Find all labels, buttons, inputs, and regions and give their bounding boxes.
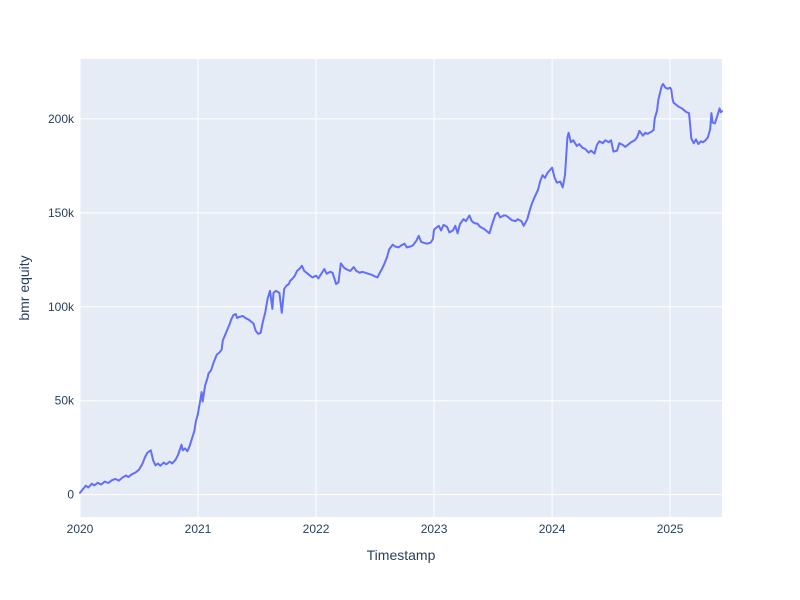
y-tick-label: 100k — [48, 300, 75, 314]
x-tick-label: 2020 — [67, 522, 94, 536]
equity-series-line — [79, 83, 723, 494]
x-tick-label: 2023 — [421, 522, 448, 536]
x-tick-label: 2021 — [185, 522, 212, 536]
y-tick-label: 50k — [55, 394, 75, 408]
y-tick-label: 0 — [67, 488, 74, 502]
y-tick-label: 150k — [48, 206, 75, 220]
x-axis-title: Timestamp — [366, 547, 436, 563]
y-tick-label: 200k — [48, 112, 75, 126]
x-tick-label: 2022 — [303, 522, 330, 536]
y-axis-title: bmr equity — [16, 255, 32, 321]
x-tick-label: 2024 — [539, 522, 566, 536]
x-tick-label: 2025 — [657, 522, 684, 536]
plot-area-background[interactable] — [80, 59, 722, 517]
